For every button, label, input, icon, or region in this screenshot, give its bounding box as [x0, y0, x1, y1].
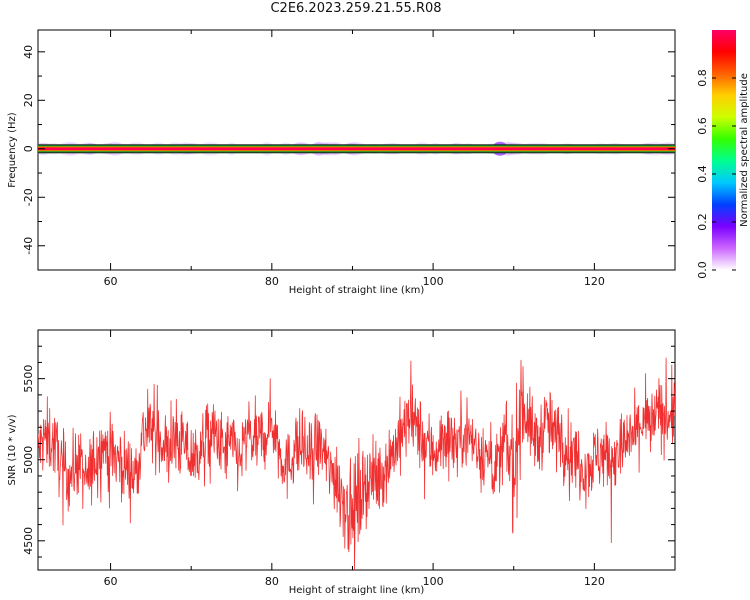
- spectrogram-x-tick-label: 80: [265, 275, 279, 288]
- spectrogram-x-tick-label: 100: [423, 275, 444, 288]
- snr-y-tick-label: 4500: [22, 527, 35, 555]
- spectrogram-y-tick-label: -20: [22, 188, 35, 206]
- spectrogram-x-axis-label: Height of straight line (km): [289, 285, 425, 296]
- snr-frame: [37, 329, 676, 571]
- chart-title: C2E6.2023.259.21.55.R08: [270, 1, 442, 16]
- spectrogram-y-axis-label: Frequency (Hz): [7, 112, 18, 188]
- snr-y-axis-label: SNR (10 * v/v): [7, 414, 18, 485]
- spectrogram-y-tick-label: -40: [22, 237, 35, 255]
- spectrogram-ticks: 60 80 100 120 -40 -20 0 20 40: [22, 30, 676, 288]
- snr-x-tick-label: 100: [423, 575, 444, 588]
- spectrogram-x-tick-label: 60: [104, 275, 118, 288]
- snr-y-tick-label: 5500: [22, 365, 35, 393]
- spectrogram-y-tick-label: 40: [22, 45, 35, 59]
- snr-panel: 60 80 100 120 4500 5000 5500 Height of straigh…: [7, 329, 676, 596]
- colorbar-ticks: 0.0 0.2 0.4 0.6 0.8: [696, 69, 736, 279]
- snr-x-tick-label: 80: [265, 575, 279, 588]
- colorbar-tick-label: 0.8: [696, 69, 709, 87]
- snr-x-tick-label: 120: [584, 575, 605, 588]
- colorbar-label: Normalized spectral amplitude: [739, 73, 750, 227]
- snr-series-line: [38, 357, 675, 570]
- spectrogram-x-tick-label: 120: [584, 275, 605, 288]
- snr-ticks: 60 80 100 120 4500 5000 5500: [22, 329, 676, 588]
- colorbar-gradient: [712, 30, 736, 270]
- colorbar: 0.0 0.2 0.4 0.6 0.8 Normalized spectral ampl…: [696, 30, 750, 279]
- spectrogram-ridge-band: [38, 148, 675, 150]
- colorbar-tick-label: 0.6: [696, 117, 709, 135]
- snr-x-tick-label: 60: [104, 575, 118, 588]
- colorbar-tick-label: 0.4: [696, 165, 709, 183]
- colorbar-tick-label: 0.2: [696, 213, 709, 231]
- spectrogram-y-tick-label: 0: [22, 145, 35, 152]
- spectrogram-content: [38, 141, 675, 156]
- spectrogram-y-tick-label: 20: [22, 93, 35, 107]
- snr-y-tick-label: 5000: [22, 446, 35, 474]
- colorbar-tick-label: 0.0: [696, 261, 709, 279]
- snr-x-axis-label: Height of straight line (km): [289, 585, 425, 596]
- spectrogram-panel: 60 80 100 120 -40 -20 0 20 40 Height of straight…: [7, 29, 676, 296]
- snr-content: [38, 357, 675, 570]
